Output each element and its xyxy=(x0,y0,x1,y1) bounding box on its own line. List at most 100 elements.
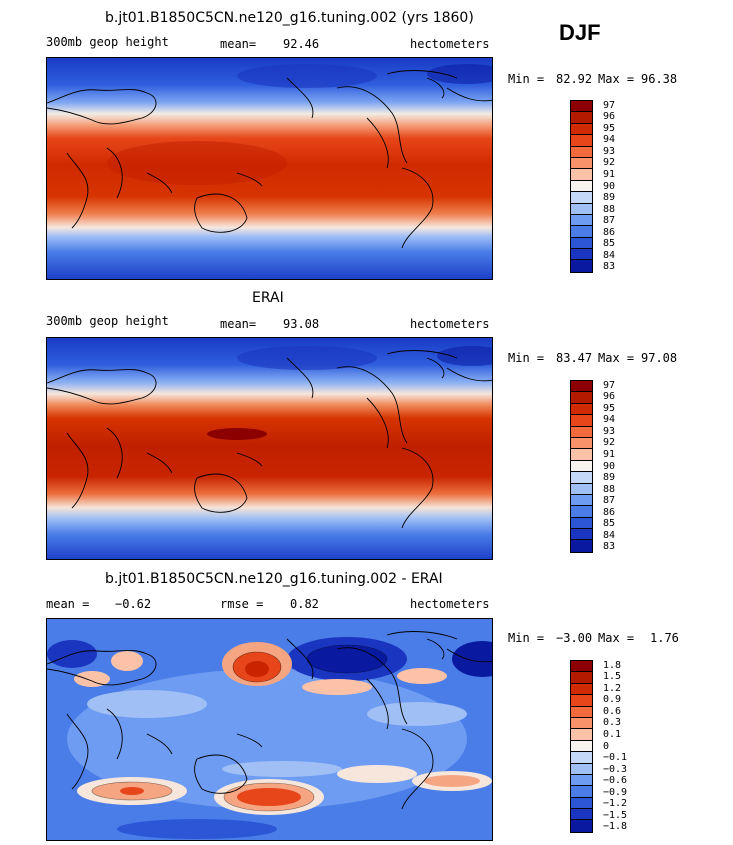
panel-2-min-value: 83.47 xyxy=(556,351,593,365)
panel-2-coastlines xyxy=(47,350,492,529)
colorbar-swatch xyxy=(571,146,592,158)
colorbar-swatch xyxy=(571,472,592,484)
colorbar-label: 94 xyxy=(603,414,616,426)
panel-3-title: b.jt01.B1850C5CN.ne120_g16.tuning.002 - … xyxy=(105,571,443,587)
colorbar-label: 89 xyxy=(603,192,616,204)
colorbar-label: 1.2 xyxy=(603,682,622,694)
colorbar-swatch xyxy=(571,135,592,147)
colorbar-label: −0.1 xyxy=(603,752,628,764)
panel-1-max-label: Max = xyxy=(598,72,635,86)
colorbar-label: 92 xyxy=(603,437,616,449)
colorbar-swatch xyxy=(571,249,592,261)
panel-3-field xyxy=(47,619,492,840)
panel-3-coastlines xyxy=(47,631,492,810)
colorbar-swatch xyxy=(571,752,592,764)
colorbar-label: 90 xyxy=(603,180,616,192)
colorbar-label: 87 xyxy=(603,215,616,227)
panel-3-mean-value: −0.62 xyxy=(115,597,152,611)
colorbar-swatch xyxy=(571,506,592,518)
panel-2-title: ERAI xyxy=(252,290,284,306)
season-label: DJF xyxy=(559,20,601,45)
panel-2-field xyxy=(47,338,492,559)
colorbar-swatch xyxy=(571,517,592,530)
colorbar-swatch xyxy=(571,797,592,810)
colorbar-label: 88 xyxy=(603,203,616,215)
colorbar-label: 86 xyxy=(603,506,616,518)
colorbar-swatch xyxy=(571,763,592,775)
colorbar-swatch xyxy=(571,695,592,707)
colorbar-swatch xyxy=(571,392,592,404)
colorbar-label: 83 xyxy=(603,261,616,273)
colorbar-swatch xyxy=(571,180,592,193)
colorbar-label: 95 xyxy=(603,402,616,414)
colorbar-swatch xyxy=(571,415,592,427)
colorbar-swatch xyxy=(571,540,592,552)
colorbar-label: 87 xyxy=(603,495,616,507)
panel-1-mean-label: mean= xyxy=(220,37,257,51)
colorbar-label: 95 xyxy=(603,122,616,134)
panel-3-max-label: Max = xyxy=(598,631,635,645)
colorbar-label: −1.8 xyxy=(603,821,628,833)
panel-1-min-value: 82.92 xyxy=(556,72,593,86)
colorbar-swatch xyxy=(571,214,592,227)
colorbar-swatch xyxy=(571,774,592,787)
panel-2-map xyxy=(46,337,493,560)
colorbar-swatch xyxy=(571,226,592,238)
panel-3-map xyxy=(46,618,493,841)
colorbar-swatch xyxy=(571,157,592,170)
panel-3-rmse-label: rmse = xyxy=(220,597,264,611)
colorbar-swatch xyxy=(571,820,592,832)
colorbar-label: 86 xyxy=(603,226,616,238)
panel-3-min-label: Min = xyxy=(508,631,545,645)
colorbar-label: 90 xyxy=(603,460,616,472)
panel-1-field xyxy=(47,58,492,279)
colorbar-swatch xyxy=(571,809,592,821)
panel-2-mean-label: mean= xyxy=(220,317,257,331)
colorbar-label: 85 xyxy=(603,518,616,530)
colorbar-label: 96 xyxy=(603,391,616,403)
colorbar-swatch xyxy=(571,672,592,684)
panel-2-max-label: Max = xyxy=(598,351,635,365)
colorbar-label: 91 xyxy=(603,448,616,460)
panel-3-min-value: −3.00 xyxy=(556,631,593,645)
panel-1-max-value: 96.38 xyxy=(641,72,678,86)
colorbar-swatch xyxy=(571,729,592,741)
colorbar-label: −0.3 xyxy=(603,763,628,775)
colorbar-label: 96 xyxy=(603,111,616,123)
colorbar-swatch xyxy=(571,403,592,416)
colorbar-swatch xyxy=(571,717,592,730)
panel-2-max-value: 97.08 xyxy=(641,351,678,365)
colorbar-label: 91 xyxy=(603,168,616,180)
colorbar-swatch xyxy=(571,260,592,272)
panel-3-colorbar xyxy=(570,660,593,833)
panel-3-contours xyxy=(91,644,388,812)
colorbar-swatch xyxy=(571,437,592,450)
colorbar-swatch xyxy=(571,460,592,473)
colorbar-label: −1.2 xyxy=(603,798,628,810)
panel-1-coastlines xyxy=(47,70,492,249)
colorbar-label: 83 xyxy=(603,541,616,553)
panel-2-colorbar xyxy=(570,380,593,553)
panel-1-units: hectometers xyxy=(410,37,490,51)
panel-2-variable-label: 300mb geop height xyxy=(46,314,169,328)
colorbar-swatch xyxy=(571,192,592,204)
colorbar-label: 0 xyxy=(603,740,610,752)
colorbar-label: 84 xyxy=(603,249,616,261)
panel-1-colorbar xyxy=(570,100,593,273)
panel-1-map xyxy=(46,57,493,280)
colorbar-label: 0.9 xyxy=(603,694,622,706)
colorbar-label: 94 xyxy=(603,134,616,146)
colorbar-label: 89 xyxy=(603,472,616,484)
colorbar-label: 97 xyxy=(603,99,616,111)
colorbar-swatch xyxy=(571,449,592,461)
panel-2-units: hectometers xyxy=(410,317,490,331)
colorbar-swatch xyxy=(571,740,592,753)
colorbar-label: 97 xyxy=(603,379,616,391)
colorbar-label: 0.1 xyxy=(603,728,622,740)
colorbar-label: −0.9 xyxy=(603,786,628,798)
panel-1-variable-label: 300mb geop height xyxy=(46,35,169,49)
colorbar-label: 0.3 xyxy=(603,717,622,729)
colorbar-swatch xyxy=(571,237,592,250)
panel-2-mean-value: 93.08 xyxy=(283,317,320,331)
colorbar-label: −1.5 xyxy=(603,809,628,821)
